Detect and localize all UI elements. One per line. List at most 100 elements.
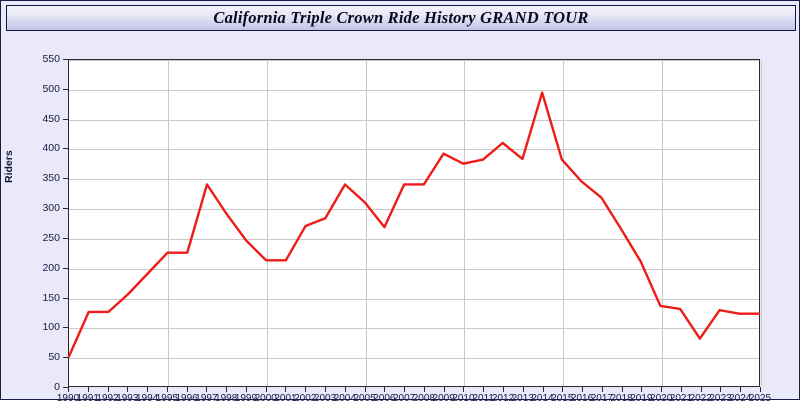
x-axis-tick-label: 2020 <box>650 393 673 404</box>
x-axis-tick-label: 2003 <box>313 393 337 404</box>
x-axis-tick-label: 2021 <box>669 393 693 404</box>
x-axis-tick-label: 2024 <box>729 393 752 404</box>
x-axis-tick-label: 1996 <box>175 393 198 404</box>
y-axis-tick-mark <box>63 118 68 120</box>
window-title-bar: California Triple Crown Ride History GRA… <box>6 5 796 31</box>
x-axis-tick-label: 1990 <box>56 393 80 404</box>
grid-line-vertical <box>365 60 367 386</box>
x-axis-tick-label: 2014 <box>531 393 554 404</box>
x-axis-tick-mark <box>463 387 465 392</box>
x-axis-tick-mark <box>325 387 327 392</box>
x-axis-tick-mark <box>700 387 702 392</box>
x-axis-tick-label: 2015 <box>551 393 574 404</box>
x-axis-tick-mark <box>661 387 663 392</box>
x-axis-tick-label: 1998 <box>215 393 238 404</box>
x-axis-tick-label: 2018 <box>610 393 633 404</box>
grid-line-horizontal <box>69 328 759 330</box>
grid-line-horizontal <box>69 268 759 270</box>
x-axis-tick-label: 2013 <box>511 393 534 404</box>
x-axis-tick-mark <box>760 387 761 392</box>
grid-line-horizontal <box>69 179 759 181</box>
x-axis-tick-mark <box>522 387 524 392</box>
y-axis-tick-label: 150 <box>42 291 60 304</box>
grid-line-vertical <box>761 60 762 386</box>
x-axis-tick-label: 1994 <box>135 393 159 404</box>
x-axis-tick-label: 1991 <box>76 393 99 404</box>
x-axis-labels: 1990 1991 1992 1993 1994 1995 1996 1997 1998 1999… <box>57 393 771 409</box>
x-axis-tick-mark <box>384 387 386 392</box>
x-axis-tick-mark <box>127 387 129 392</box>
x-axis-tick-mark <box>404 387 406 392</box>
x-axis-tick-label: 2009 <box>432 393 455 404</box>
x-axis-tick-mark <box>641 387 643 392</box>
grid-line-horizontal <box>69 119 759 121</box>
x-axis-tick-mark <box>285 387 287 392</box>
x-axis-tick-mark <box>305 387 307 392</box>
grid-line-horizontal <box>69 60 759 61</box>
x-axis-tick-mark <box>226 387 228 392</box>
y-axis-tick-mark <box>63 267 68 269</box>
x-axis-tick-mark <box>582 387 584 392</box>
x-axis-tick-mark <box>245 387 247 392</box>
grid-line-horizontal <box>69 358 759 360</box>
x-axis-tick-label: 2006 <box>373 393 396 404</box>
y-axis-tick-mark <box>63 357 68 359</box>
grid-line-horizontal <box>69 298 759 300</box>
y-axis-tick-label: 200 <box>42 261 60 274</box>
chart-canvas: Riders 0 50 100 150 200 250 300 350 400 450 500 550… <box>1 33 800 404</box>
y-axis-tick-label: 350 <box>42 172 60 185</box>
grid-lines <box>69 60 762 386</box>
x-axis-tick-mark <box>87 387 89 392</box>
y-axis-tick-mark <box>63 208 68 210</box>
x-axis-tick-label: 2005 <box>353 393 376 404</box>
line-series-riders <box>67 91 761 358</box>
y-axis-labels: 0 50 100 150 200 250 300 350 400 450 500 550 <box>1 53 60 393</box>
grid-line-vertical <box>464 60 466 386</box>
plot-area <box>67 59 762 387</box>
y-axis-tick-label: 250 <box>42 231 60 244</box>
x-axis-tick-mark <box>483 387 485 392</box>
x-axis-tick-mark <box>206 387 208 392</box>
x-axis-tick-label: 2008 <box>412 393 435 404</box>
grid-line-vertical <box>563 60 565 386</box>
grid-line-horizontal <box>69 209 759 211</box>
x-axis-tick-label: 2000 <box>254 393 277 404</box>
x-axis-tick-label: 2010 <box>452 393 475 404</box>
y-axis-tick-mark <box>63 88 68 90</box>
grid-line-horizontal <box>69 149 759 151</box>
y-axis-tick-label: 300 <box>42 202 60 215</box>
x-axis-tick-mark <box>186 387 188 392</box>
x-axis-tick-label: 2011 <box>472 393 494 404</box>
x-axis-tick-mark <box>720 387 722 392</box>
x-axis-tick-mark <box>147 387 149 392</box>
x-axis-tick-mark <box>107 387 109 392</box>
series-polyline <box>67 91 761 358</box>
x-axis-tick-label: 2022 <box>689 393 712 404</box>
x-axis-tick-label: 2001 <box>274 393 297 404</box>
y-axis-tick-label: 50 <box>48 351 60 364</box>
y-axis-tick-label: 500 <box>42 82 60 95</box>
grid-line-horizontal <box>69 238 759 240</box>
x-axis-tick-label: 2007 <box>392 393 416 404</box>
grid-line-vertical <box>662 60 664 386</box>
x-axis-tick-label: 2012 <box>491 393 515 404</box>
x-axis-tick-mark <box>680 387 682 392</box>
x-axis-ticks <box>68 387 761 393</box>
y-axis-tick-mark <box>63 59 68 60</box>
x-axis-tick-label: 2023 <box>709 393 732 404</box>
y-axis-tick-mark <box>63 387 68 388</box>
y-axis-tick-label: 550 <box>42 53 60 65</box>
x-axis-tick-mark <box>542 387 544 392</box>
y-axis-ticks <box>1 59 68 388</box>
x-axis-tick-label: 2017 <box>590 393 613 404</box>
y-axis-tick-mark <box>63 297 68 299</box>
x-axis-tick-label: 2025 <box>748 393 772 404</box>
y-axis-tick-label: 400 <box>42 142 60 155</box>
page-title: California Triple Crown Ride History GRA… <box>213 8 589 27</box>
grid-line-vertical <box>266 60 268 386</box>
x-axis-tick-label: 1992 <box>96 393 119 404</box>
grid-line-vertical <box>167 60 169 386</box>
x-axis-tick-mark <box>740 387 742 392</box>
x-axis-tick-mark <box>443 387 445 392</box>
